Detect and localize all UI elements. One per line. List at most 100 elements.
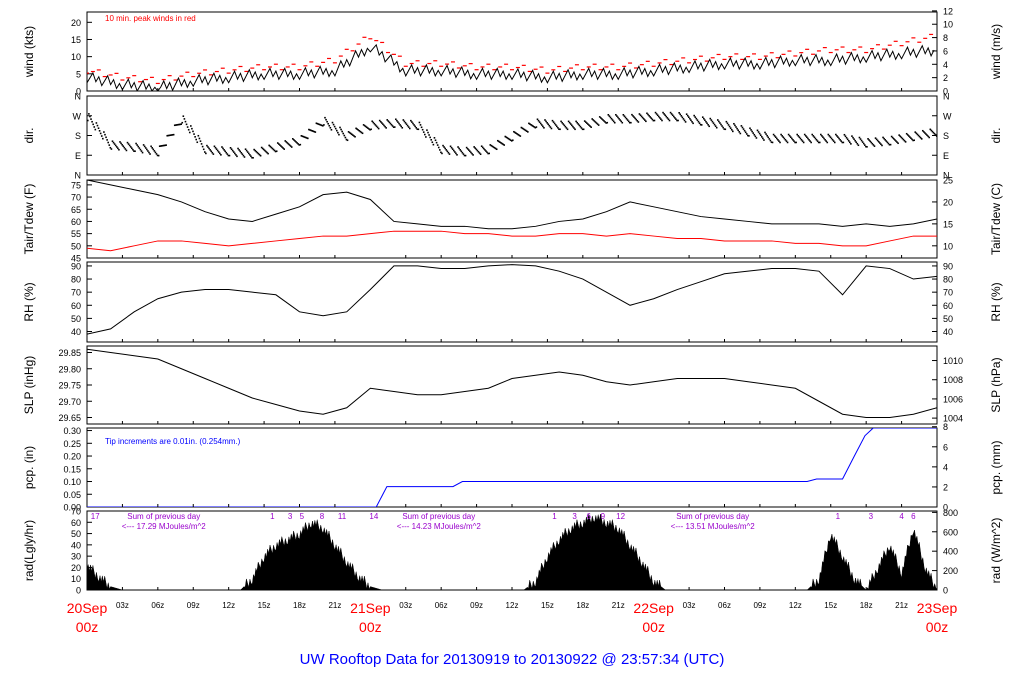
dir-point xyxy=(616,115,618,117)
dir-point xyxy=(110,148,113,150)
dir-point xyxy=(289,145,292,147)
dir-point xyxy=(331,121,334,124)
dir-point xyxy=(439,149,441,151)
dir-point xyxy=(345,138,348,141)
dir-point xyxy=(215,148,218,150)
dir-point xyxy=(711,120,714,123)
dir-point xyxy=(344,136,347,139)
y-tick-label-left: 50 xyxy=(71,529,81,539)
day-sum-title: Sum of previous day xyxy=(402,512,475,521)
hour-mark: 6 xyxy=(587,512,592,521)
dir-point xyxy=(170,134,173,136)
dir-point xyxy=(378,119,381,122)
dir-point xyxy=(930,129,933,132)
dir-point xyxy=(456,154,458,156)
dir-point xyxy=(242,154,245,157)
dir-point xyxy=(726,122,729,125)
dir-point xyxy=(573,127,575,129)
dir-point xyxy=(609,116,612,119)
y-tick-label-left: 40 xyxy=(71,540,81,550)
y-tick-label-left: 20 xyxy=(71,563,81,573)
dir-point xyxy=(642,118,645,120)
dir-point xyxy=(375,125,378,127)
dir-point xyxy=(810,141,812,144)
dir-point xyxy=(234,152,236,155)
dir-point xyxy=(811,133,814,136)
dir-point xyxy=(538,121,541,123)
dir-point xyxy=(695,117,698,120)
dir-point xyxy=(208,147,210,150)
dir-point xyxy=(571,124,573,127)
dir-point xyxy=(635,118,638,121)
dir-point xyxy=(543,126,545,129)
dir-point xyxy=(461,151,464,154)
dir-point xyxy=(706,122,708,125)
dir-point xyxy=(459,149,462,151)
dir-point xyxy=(374,124,377,126)
panel-frame xyxy=(86,95,938,176)
dir-point xyxy=(539,122,542,125)
day-sum-title: Sum of previous day xyxy=(127,512,200,521)
y-tick-label-left: 70 xyxy=(71,288,81,298)
y-tick-label-left: 60 xyxy=(71,217,81,227)
dir-point xyxy=(813,136,816,138)
dir-point xyxy=(272,148,275,151)
dir-point xyxy=(644,119,646,121)
dir-point xyxy=(657,115,660,118)
dir-point xyxy=(489,144,492,146)
dir-point xyxy=(703,117,705,120)
dir-point xyxy=(169,134,172,137)
dir-point xyxy=(256,151,259,154)
dir-point xyxy=(837,136,839,138)
dir-point xyxy=(212,153,215,155)
dir-point xyxy=(311,130,313,132)
dir-point xyxy=(544,119,546,121)
dir-point xyxy=(701,116,704,118)
dir-point xyxy=(689,117,691,120)
dir-point xyxy=(867,138,869,140)
dir-point xyxy=(254,149,257,152)
dir-point xyxy=(454,151,456,153)
dir-point xyxy=(452,149,455,152)
dir-point xyxy=(732,130,734,133)
dir-point xyxy=(926,134,928,137)
dir-point xyxy=(455,152,457,155)
dir-point xyxy=(433,137,436,139)
dir-point xyxy=(649,116,651,118)
dir-point xyxy=(411,121,413,123)
dir-point xyxy=(738,131,741,133)
y-tick-label-right: 10 xyxy=(943,20,953,30)
dir-point xyxy=(322,124,324,127)
dir-point xyxy=(791,137,793,140)
slp-line xyxy=(87,348,937,418)
dir-point xyxy=(852,136,854,139)
dir-point xyxy=(300,135,303,137)
dir-point xyxy=(894,139,896,141)
dir-point xyxy=(770,141,773,143)
dir-point xyxy=(498,140,500,143)
dir-point xyxy=(359,130,362,133)
dir-point xyxy=(782,136,785,138)
dir-point xyxy=(431,141,434,144)
dir-point xyxy=(111,140,114,143)
y-tick-label-left: 40 xyxy=(71,327,81,337)
dir-point xyxy=(181,121,184,124)
dir-point xyxy=(932,131,935,134)
dir-point xyxy=(109,146,112,149)
dir-point xyxy=(708,125,711,128)
y-tick-label-right: 400 xyxy=(943,547,958,557)
panel-frame xyxy=(86,510,938,591)
x-tick-label: 12z xyxy=(789,601,802,610)
dir-point xyxy=(142,144,145,146)
dir-point xyxy=(575,120,577,123)
panel-frame xyxy=(86,261,938,343)
dir-point xyxy=(699,123,702,126)
dir-point xyxy=(315,122,318,125)
panel-data xyxy=(87,264,937,335)
dir-point xyxy=(352,134,354,136)
dir-point xyxy=(381,122,383,124)
dir-point xyxy=(665,115,668,118)
dir-point xyxy=(919,136,922,139)
dir-point xyxy=(931,130,934,133)
dir-point xyxy=(763,139,765,141)
